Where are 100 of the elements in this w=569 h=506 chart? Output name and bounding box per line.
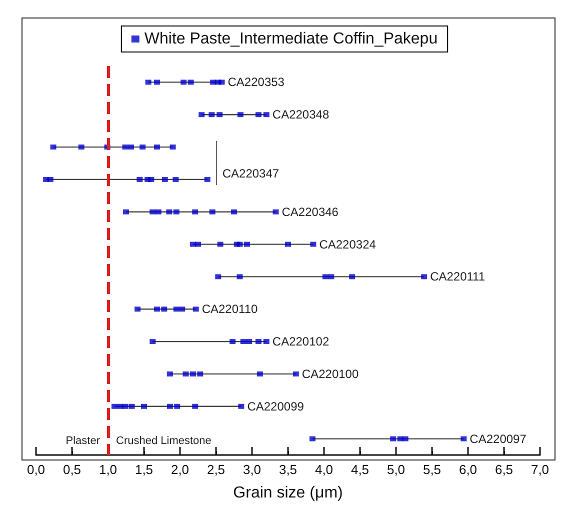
point [182,371,189,376]
point [123,209,129,214]
annotation: Plaster [66,435,100,447]
data-label: CA220346 [282,204,339,219]
point [128,404,135,409]
x-tick-label: 5,0 [386,462,406,477]
point [190,371,196,376]
x-tick-label: 2,0 [170,462,190,477]
point [204,176,210,182]
data-label: CA220353 [228,75,285,90]
point [162,176,168,182]
x-tick-label: 7,0 [530,462,550,477]
point [217,242,224,247]
x-tick-label: 4,5 [350,462,370,477]
point [154,144,160,150]
point [238,404,244,409]
point [216,112,223,118]
point [170,144,176,150]
point [141,404,147,409]
point [209,209,216,214]
point [150,209,156,214]
point [179,306,186,312]
x-tick-label: 3,5 [278,462,298,477]
point [322,274,328,280]
point [460,436,467,442]
x-tick-label: 2,5 [206,462,226,477]
x-tick-label: 5,5 [422,462,442,477]
x-tick-label: 6,0 [458,462,478,477]
point [218,80,225,85]
point [122,404,128,409]
point [154,306,160,312]
point [174,404,180,409]
data-label: CA220100 [302,366,359,381]
point [192,209,198,214]
x-axis-title: Grain size (μm) [233,484,343,502]
point [173,306,180,312]
point [197,371,204,376]
point [236,242,243,247]
point [390,436,396,442]
point [231,209,237,214]
point [161,306,168,312]
point [128,144,134,150]
point [166,209,172,214]
data-label: CA220099 [247,399,304,414]
point [285,242,291,247]
point [148,176,154,182]
point [240,339,246,344]
point [192,306,199,312]
point [230,339,236,344]
x-tick-label: 3,0 [242,462,262,477]
data-label: CA220097 [470,432,527,446]
point [272,209,279,214]
point [328,274,334,280]
point [198,112,205,118]
data-label: CA220102 [272,334,330,349]
point [145,80,152,85]
point [195,242,201,247]
point [47,176,54,182]
x-tick-label: 1,0 [98,462,118,477]
point [402,436,408,442]
point [172,176,179,182]
point [111,404,118,409]
point [236,274,243,280]
point [208,112,215,118]
point [134,306,141,312]
point [192,404,198,409]
point [215,274,222,280]
point [136,176,143,182]
point [244,242,250,247]
point [263,112,270,118]
point [180,80,187,85]
point [166,371,173,376]
data-label: CA220348 [272,108,330,122]
point [140,144,146,150]
point [349,274,356,280]
point [292,371,299,376]
x-tick-label: 0,5 [62,462,82,477]
point [150,339,156,344]
point [256,371,263,376]
point [166,404,173,409]
data-label: CA220324 [319,237,376,252]
point [255,339,262,344]
point [155,209,162,214]
point [309,436,316,442]
point [246,339,252,344]
point [50,144,56,150]
point [173,209,180,214]
point [188,80,194,85]
point [263,339,270,344]
annotation: Crushed Limestone [116,435,212,447]
x-tick-label: 6,5 [494,462,514,477]
point [255,112,262,118]
data-label: CA220347 [222,166,280,180]
point [122,144,128,150]
x-tick-label: 0,0 [26,462,46,477]
x-tick-label: 4,0 [314,462,334,477]
point [154,80,160,85]
data-label: CA220111 [430,270,486,284]
point [310,242,316,247]
point [237,112,244,118]
